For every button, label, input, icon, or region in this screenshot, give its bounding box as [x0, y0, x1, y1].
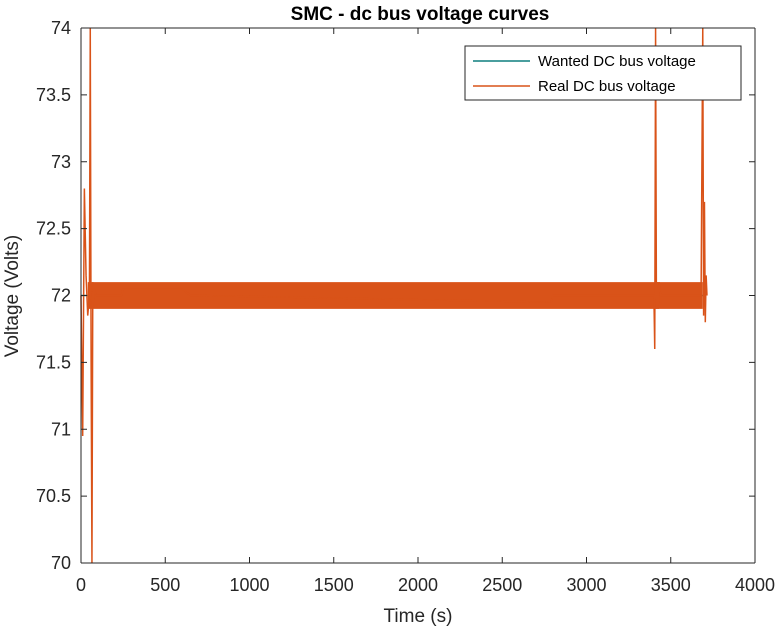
y-tick-label: 74: [51, 18, 71, 38]
x-tick-label: 1000: [229, 575, 269, 595]
legend: Wanted DC bus voltage Real DC bus voltag…: [464, 45, 742, 101]
y-tick-label: 70.5: [36, 486, 71, 506]
x-tick-label: 4000: [735, 575, 775, 595]
chart-title: SMC - dc bus voltage curves: [291, 4, 550, 25]
x-tick-label: 3000: [566, 575, 606, 595]
y-tick-label: 73.5: [36, 85, 71, 105]
y-tick-label: 73: [51, 152, 71, 172]
legend-label-real: Real DC bus voltage: [538, 78, 676, 95]
x-tick-label: 2000: [398, 575, 438, 595]
series-line-real: [80, 27, 708, 564]
y-tick-label: 70: [51, 553, 71, 573]
ticks-layer: 0 500 1000 1500 2000 2500 3000 3500 4000 70 70.5 71…: [36, 18, 775, 595]
y-tick-label: 71.5: [36, 352, 71, 372]
x-tick-label: 0: [76, 575, 86, 595]
x-axis-label: Time (s): [384, 606, 453, 627]
y-tick-label: 72: [51, 286, 71, 306]
y-tick-label: 71: [51, 419, 71, 439]
legend-box: [464, 45, 742, 101]
series-layer: [80, 27, 708, 564]
x-tick-label: 3500: [651, 575, 691, 595]
y-axis-label: Voltage (Volts): [2, 235, 23, 358]
x-tick-label: 1500: [314, 575, 354, 595]
x-tick-label: 500: [150, 575, 180, 595]
x-tick-label: 2500: [482, 575, 522, 595]
y-tick-label: 72.5: [36, 219, 71, 239]
legend-label-wanted: Wanted DC bus voltage: [538, 53, 696, 70]
